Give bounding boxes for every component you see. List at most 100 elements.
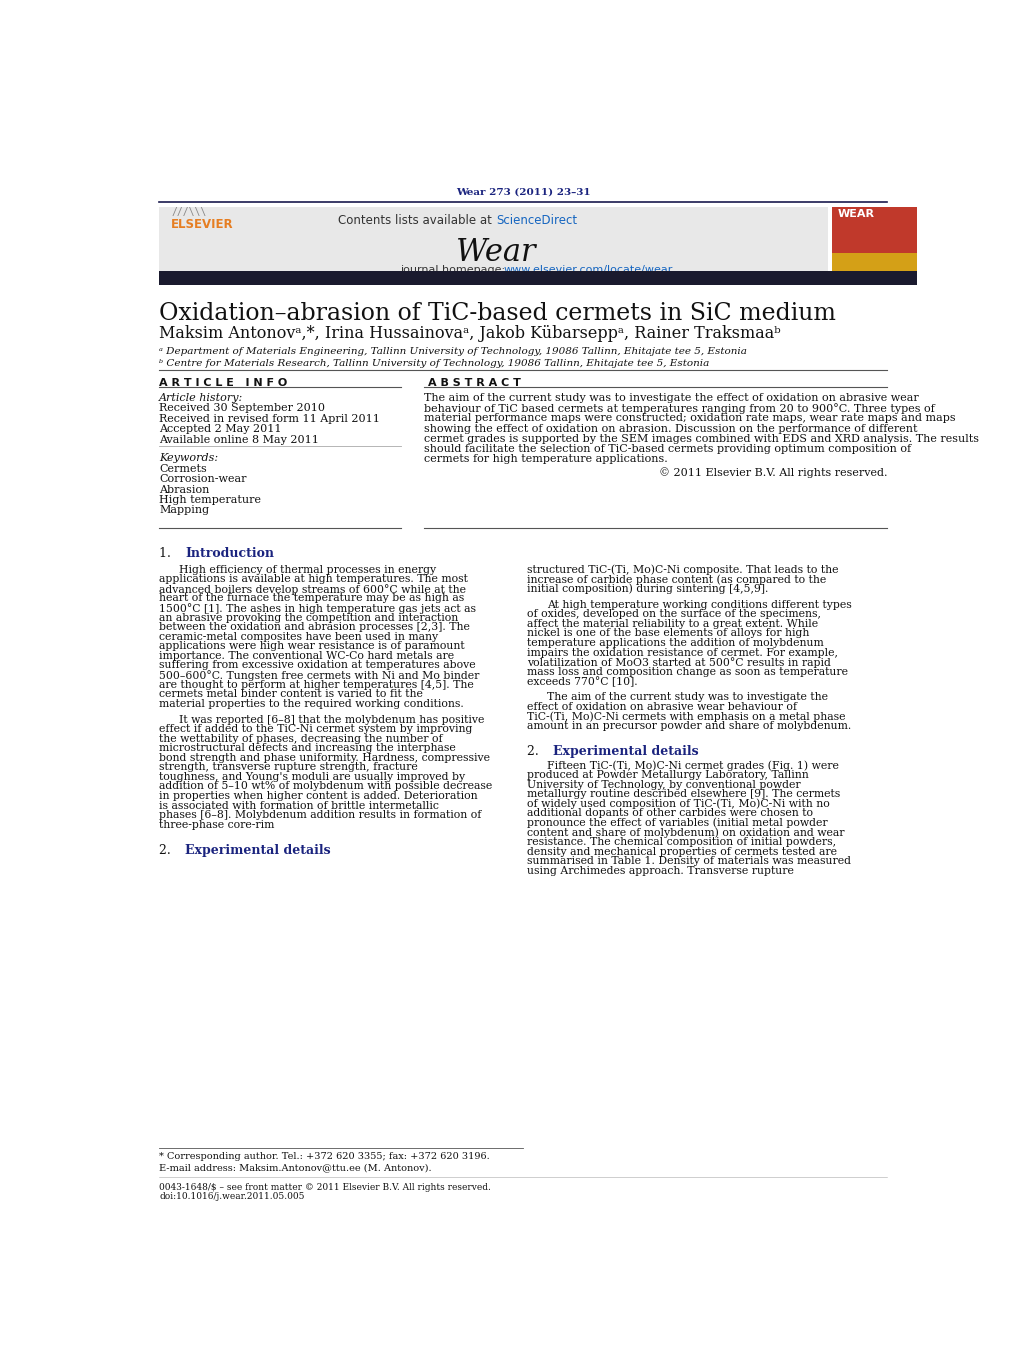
Text: © 2011 Elsevier B.V. All rights reserved.: © 2011 Elsevier B.V. All rights reserved…	[659, 467, 887, 478]
Text: effect of oxidation on abrasive wear behaviour of: effect of oxidation on abrasive wear beh…	[527, 701, 797, 712]
Text: exceeds 770°C [10].: exceeds 770°C [10].	[527, 677, 638, 686]
Text: ///\\\: ///\\\	[172, 207, 206, 218]
Text: temperature applications the addition of molybdenum: temperature applications the addition of…	[527, 638, 824, 648]
Text: phases [6–8]. Molybdenum addition results in formation of: phases [6–8]. Molybdenum addition result…	[159, 811, 482, 820]
Text: 500–600°C. Tungsten free cermets with Ni and Mo binder: 500–600°C. Tungsten free cermets with Ni…	[159, 670, 480, 681]
Text: pronounce the effect of variables (initial metal powder: pronounce the effect of variables (initi…	[527, 817, 828, 828]
Text: initial composition) during sintering [4,5,9].: initial composition) during sintering [4…	[527, 584, 769, 594]
Text: Introduction: Introduction	[186, 547, 275, 561]
Text: Received in revised form 11 April 2011: Received in revised form 11 April 2011	[159, 413, 380, 424]
FancyBboxPatch shape	[159, 207, 278, 272]
Text: advanced boilers develop streams of 600°C while at the: advanced boilers develop streams of 600°…	[159, 584, 467, 594]
Text: additional dopants of other carbides were chosen to: additional dopants of other carbides wer…	[527, 808, 813, 819]
Text: 2.: 2.	[527, 744, 547, 758]
Text: Maksim Antonovᵃ,*, Irina Hussainovaᵃ, Jakob Kübarseppᵃ, Rainer Traksmaaᵇ: Maksim Antonovᵃ,*, Irina Hussainovaᵃ, Ja…	[159, 326, 781, 342]
Text: affect the material reliability to a great extent. While: affect the material reliability to a gre…	[527, 619, 819, 628]
Text: Contents lists available at: Contents lists available at	[338, 213, 495, 227]
Text: should facilitate the selection of TiC-based cermets providing optimum compositi: should facilitate the selection of TiC-b…	[425, 444, 912, 454]
Text: Wear 273 (2011) 23–31: Wear 273 (2011) 23–31	[456, 186, 590, 196]
Text: impairs the oxidation resistance of cermet. For example,: impairs the oxidation resistance of cerm…	[527, 647, 838, 658]
Text: The aim of the current study was to investigate the effect of oxidation on abras: The aim of the current study was to inve…	[425, 393, 919, 403]
Text: metallurgy routine described elsewhere [9]. The cermets: metallurgy routine described elsewhere […	[527, 789, 840, 800]
Text: addition of 5–10 wt% of molybdenum with possible decrease: addition of 5–10 wt% of molybdenum with …	[159, 781, 492, 792]
Text: WEAR: WEAR	[837, 209, 874, 219]
Text: A R T I C L E   I N F O: A R T I C L E I N F O	[159, 378, 288, 389]
Text: of widely used composition of TiC-(Ti, Mo)C-Ni with no: of widely used composition of TiC-(Ti, M…	[527, 798, 830, 809]
Text: A B S T R A C T: A B S T R A C T	[428, 378, 521, 389]
Text: E-mail address: Maksim.Antonov@ttu.ee (M. Antonov).: E-mail address: Maksim.Antonov@ttu.ee (M…	[159, 1163, 432, 1171]
Text: cermet grades is supported by the SEM images combined with EDS and XRD analysis.: cermet grades is supported by the SEM im…	[425, 434, 979, 444]
Text: heart of the furnace the temperature may be as high as: heart of the furnace the temperature may…	[159, 593, 465, 604]
Text: applications is available at high temperatures. The most: applications is available at high temper…	[159, 574, 469, 584]
Text: 2.: 2.	[159, 844, 179, 857]
Text: ᵃ Department of Materials Engineering, Tallinn University of Technology, 19086 T: ᵃ Department of Materials Engineering, T…	[159, 347, 747, 357]
Text: doi:10.1016/j.wear.2011.05.005: doi:10.1016/j.wear.2011.05.005	[159, 1192, 305, 1201]
Text: ELSEVIER: ELSEVIER	[172, 219, 234, 231]
Text: showing the effect of oxidation on abrasion. Discussion on the performance of di: showing the effect of oxidation on abras…	[425, 424, 918, 434]
Text: Accepted 2 May 2011: Accepted 2 May 2011	[159, 424, 282, 434]
Text: The aim of the current study was to investigate the: The aim of the current study was to inve…	[547, 692, 828, 703]
Text: High temperature: High temperature	[159, 494, 261, 505]
Text: density and mechanical properties of cermets tested are: density and mechanical properties of cer…	[527, 847, 837, 857]
Text: of oxides, developed on the surface of the specimens,: of oxides, developed on the surface of t…	[527, 609, 821, 619]
FancyBboxPatch shape	[832, 253, 917, 272]
Text: between the oxidation and abrasion processes [2,3]. The: between the oxidation and abrasion proce…	[159, 621, 470, 632]
Text: produced at Powder Metallurgy Laboratory, Tallinn: produced at Powder Metallurgy Laboratory…	[527, 770, 809, 780]
Text: 1500°C [1]. The ashes in high temperature gas jets act as: 1500°C [1]. The ashes in high temperatur…	[159, 603, 476, 613]
Text: resistance. The chemical composition of initial powders,: resistance. The chemical composition of …	[527, 838, 836, 847]
Text: Mapping: Mapping	[159, 505, 209, 516]
Text: Corrosion-wear: Corrosion-wear	[159, 474, 247, 484]
Text: Experimental details: Experimental details	[553, 744, 699, 758]
Text: an abrasive provoking the competition and interaction: an abrasive provoking the competition an…	[159, 612, 458, 623]
Text: It was reported [6–8] that the molybdenum has positive: It was reported [6–8] that the molybdenu…	[179, 715, 484, 724]
Text: mass loss and composition change as soon as temperature: mass loss and composition change as soon…	[527, 666, 848, 677]
Text: TiC-(Ti, Mo)C-Ni cermets with emphasis on a metal phase: TiC-(Ti, Mo)C-Ni cermets with emphasis o…	[527, 711, 845, 721]
Text: toughness, and Young's moduli are usually improved by: toughness, and Young's moduli are usuall…	[159, 771, 466, 782]
Text: Experimental details: Experimental details	[186, 844, 331, 857]
Text: the wettability of phases, decreasing the number of: the wettability of phases, decreasing th…	[159, 734, 443, 743]
Text: material performance maps were constructed; oxidation rate maps, wear rate maps : material performance maps were construct…	[425, 413, 956, 423]
Text: Cermets: Cermets	[159, 463, 207, 474]
Text: importance. The conventional WC-Co hard metals are: importance. The conventional WC-Co hard …	[159, 651, 454, 661]
FancyBboxPatch shape	[159, 272, 917, 285]
Text: ceramic-metal composites have been used in many: ceramic-metal composites have been used …	[159, 632, 438, 642]
Text: in properties when higher content is added. Deterioration: in properties when higher content is add…	[159, 792, 478, 801]
Text: Wear: Wear	[455, 236, 535, 267]
Text: 0043-1648/$ – see front matter © 2011 Elsevier B.V. All rights reserved.: 0043-1648/$ – see front matter © 2011 El…	[159, 1182, 491, 1192]
Text: journal homepage:: journal homepage:	[400, 265, 509, 276]
Text: effect if added to the TiC-Ni cermet system by improving: effect if added to the TiC-Ni cermet sys…	[159, 724, 473, 734]
Text: summarised in Table 1. Density of materials was measured: summarised in Table 1. Density of materi…	[527, 857, 852, 866]
Text: is associated with formation of brittle intermetallic: is associated with formation of brittle …	[159, 801, 439, 811]
Text: Article history:: Article history:	[159, 393, 244, 403]
Text: amount in an precursor powder and share of molybdenum.: amount in an precursor powder and share …	[527, 720, 852, 731]
Text: University of Technology, by conventional powder: University of Technology, by conventiona…	[527, 780, 800, 789]
Text: suffering from excessive oxidation at temperatures above: suffering from excessive oxidation at te…	[159, 661, 476, 670]
Text: nickel is one of the base elements of alloys for high: nickel is one of the base elements of al…	[527, 628, 810, 639]
Text: microstructural defects and increasing the interphase: microstructural defects and increasing t…	[159, 743, 456, 754]
Text: Available online 8 May 2011: Available online 8 May 2011	[159, 435, 320, 444]
Text: structured TiC-(Ti, Mo)C-Ni composite. That leads to the: structured TiC-(Ti, Mo)C-Ni composite. T…	[527, 565, 838, 576]
Text: At high temperature working conditions different types: At high temperature working conditions d…	[547, 600, 852, 609]
Text: cermets for high temperature applications.: cermets for high temperature application…	[425, 454, 668, 465]
Text: ScienceDirect: ScienceDirect	[496, 213, 578, 227]
Text: strength, transverse rupture strength, fracture: strength, transverse rupture strength, f…	[159, 762, 418, 773]
Text: three-phase core-rim: three-phase core-rim	[159, 820, 275, 830]
Text: High efficiency of thermal processes in energy: High efficiency of thermal processes in …	[179, 565, 436, 574]
Text: material properties to the required working conditions.: material properties to the required work…	[159, 698, 464, 709]
Text: * Corresponding author. Tel.: +372 620 3355; fax: +372 620 3196.: * Corresponding author. Tel.: +372 620 3…	[159, 1152, 490, 1162]
Text: Abrasion: Abrasion	[159, 485, 209, 494]
Text: bond strength and phase uniformity. Hardness, compressive: bond strength and phase uniformity. Hard…	[159, 753, 490, 763]
Text: behaviour of TiC based cermets at temperatures ranging from 20 to 900°C. Three t: behaviour of TiC based cermets at temper…	[425, 403, 935, 415]
Text: Keywords:: Keywords:	[159, 454, 218, 463]
Text: volatilization of MoO3 started at 500°C results in rapid: volatilization of MoO3 started at 500°C …	[527, 657, 831, 667]
Text: content and share of molybdenum) on oxidation and wear: content and share of molybdenum) on oxid…	[527, 827, 844, 838]
Text: Received 30 September 2010: Received 30 September 2010	[159, 404, 326, 413]
Text: increase of carbide phase content (as compared to the: increase of carbide phase content (as co…	[527, 574, 826, 585]
Text: 1.: 1.	[159, 547, 179, 561]
Text: are thought to perform at higher temperatures [4,5]. The: are thought to perform at higher tempera…	[159, 680, 474, 689]
Text: applications were high wear resistance is of paramount: applications were high wear resistance i…	[159, 642, 465, 651]
FancyBboxPatch shape	[832, 207, 917, 272]
FancyBboxPatch shape	[159, 207, 828, 272]
Text: using Archimedes approach. Transverse rupture: using Archimedes approach. Transverse ru…	[527, 866, 794, 875]
Text: ᵇ Centre for Materials Research, Tallinn University of Technology, 19086 Tallinn: ᵇ Centre for Materials Research, Tallinn…	[159, 359, 710, 367]
